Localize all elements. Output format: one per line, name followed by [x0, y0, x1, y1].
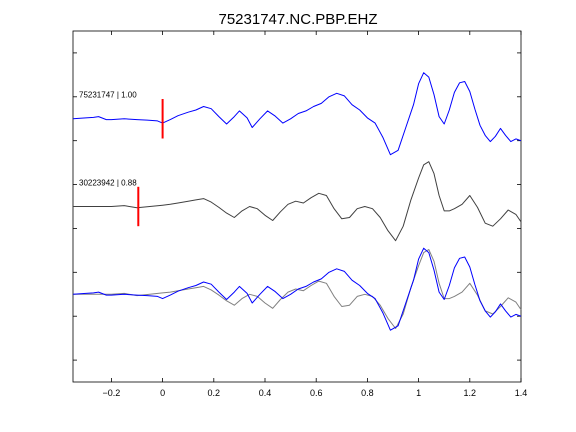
overlay-primary-line [72, 247, 522, 331]
x-tick-label-0: −0.2 [103, 388, 121, 398]
waveform-traces [72, 72, 522, 242]
x-tick-label-6: 1 [416, 388, 421, 398]
x-axis-tick-labels: −0.2 0 0.2 0.4 0.6 0.8 1 1.2 1.4 [103, 388, 528, 398]
x-tick-label-4: 0.6 [310, 388, 323, 398]
x-axis-ticks [111, 31, 522, 382]
x-tick-label-7: 1.2 [464, 388, 477, 398]
chart-title: 75231747.NC.PBP.EHZ [219, 11, 378, 28]
trace-1-label: 30223942 | 0.88 [79, 178, 137, 187]
x-tick-label-2: 0.2 [208, 388, 221, 398]
overlay-traces [72, 247, 522, 331]
x-tick-label-3: 0.4 [259, 388, 272, 398]
trace-1-line [73, 161, 522, 242]
x-tick-label-1: 0 [160, 388, 165, 398]
plot-frame [72, 30, 522, 383]
x-tick-label-5: 0.8 [361, 388, 374, 398]
x-tick-label-8: 1.4 [515, 388, 528, 398]
trace-0-label: 75231747 | 1.00 [79, 91, 137, 100]
trace-labels: 75231747 | 1.00 30223942 | 0.88 [79, 91, 137, 188]
trace-0-line [72, 72, 522, 156]
y-axis-ticks [73, 52, 521, 361]
pick-markers [137, 99, 164, 227]
